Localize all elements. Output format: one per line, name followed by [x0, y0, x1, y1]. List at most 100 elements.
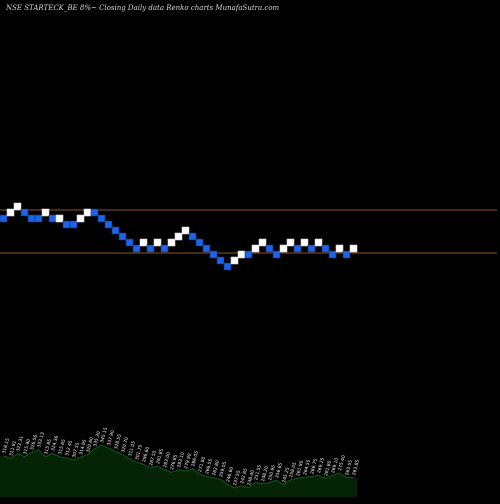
renko-brick-down — [146, 244, 155, 253]
renko-brick-down — [188, 232, 197, 241]
renko-brick-up — [349, 244, 358, 253]
volume-value-label: 266.55 — [204, 458, 214, 475]
volume-value-label: 256.85 — [274, 462, 284, 479]
volume-area-outline — [3, 444, 354, 489]
renko-brick-down — [209, 250, 218, 259]
volume-value-label: 323.31 — [15, 435, 25, 452]
volume-value-label: 264.55 — [302, 459, 312, 476]
volume-value-label: 259.05 — [218, 461, 228, 478]
renko-brick-down — [202, 244, 211, 253]
volume-value-label: 320.70 — [120, 436, 130, 453]
volume-value-label: 324.36 — [50, 435, 60, 452]
volume-value-label: 261.80 — [323, 460, 333, 477]
volume-value-label: 246.60 — [225, 466, 235, 483]
volume-value-label: 245.25 — [281, 467, 291, 484]
volume-value-label: 315.85 — [43, 438, 53, 455]
renko-brick-down — [293, 244, 302, 253]
renko-brick-down — [0, 214, 8, 223]
renko-brick-up — [174, 232, 183, 241]
renko-brick-down — [97, 214, 106, 223]
renko-brick-down — [328, 250, 337, 259]
volume-value-label: 261.95 — [295, 460, 305, 477]
renko-brick-down — [216, 256, 225, 265]
volume-value-label: 314.95 — [78, 439, 88, 456]
volume-value-label: 266.75 — [309, 458, 319, 475]
volume-value-label: 263.55 — [344, 459, 354, 476]
volume-value-label: 333.13 — [36, 431, 46, 448]
renko-brick-down — [111, 226, 120, 235]
volume-value-label: 283.00 — [162, 451, 172, 468]
renko-brick-down — [342, 250, 351, 259]
volume-value-label: 238.40 — [246, 469, 256, 486]
volume-value-label: 311.05 — [127, 440, 137, 457]
volume-value-label: 315.65 — [57, 438, 67, 455]
renko-brick-up — [279, 244, 288, 253]
renko-brick-up — [153, 238, 162, 247]
renko-brick-up — [286, 238, 295, 247]
renko-brick-up — [6, 208, 15, 217]
renko-brick-down — [244, 250, 253, 259]
volume-value-label: 326.56 — [29, 434, 39, 451]
volume-value-label: 269.25 — [316, 457, 326, 474]
volume-value-label: 262.80 — [211, 460, 221, 477]
volume-value-label: 248.20 — [260, 465, 270, 482]
volume-value-label: 315.90 — [22, 438, 32, 455]
reference-lines — [0, 209, 497, 254]
renko-brick-up — [300, 238, 309, 247]
renko-brick-down — [132, 244, 141, 253]
chart-header-title: NSE STARTECK_BE 8%~ Closing Daily data R… — [5, 4, 280, 12]
volume-value-label: 251.55 — [253, 464, 263, 481]
renko-brick-down — [69, 220, 78, 229]
renko-brick-up — [76, 214, 85, 223]
renko-brick-down — [272, 250, 281, 259]
renko-brick-down — [118, 232, 127, 241]
volume-value-label: 276.85 — [169, 454, 179, 471]
renko-brick-down — [307, 244, 316, 253]
volume-value-label: 301.75 — [134, 444, 144, 461]
renko-brick-up — [83, 208, 92, 217]
volume-value-label: 320.60 — [85, 436, 95, 453]
volume-value-label: 242.85 — [239, 468, 249, 485]
renko-brick-up — [55, 214, 64, 223]
renko-brick-down — [125, 238, 134, 247]
renko-brick-down — [20, 208, 29, 217]
volume-value-label: 291.85 — [155, 448, 165, 465]
volume-value-label: 286.05 — [190, 450, 200, 467]
volume-value-label: 269.10 — [330, 457, 340, 474]
renko-brick-down — [27, 214, 36, 223]
renko-brick-up — [167, 238, 176, 247]
volume-value-label: 287.55 — [148, 450, 158, 467]
volume-value-label: 283.10 — [176, 451, 186, 468]
volume-value-label: 307.55 — [71, 442, 81, 459]
volume-value-label: 296.60 — [141, 446, 151, 463]
renko-brick-down — [104, 220, 113, 229]
volume-labels: 318.15311.91323.31315.90326.56333.13315.… — [1, 427, 361, 487]
renko-brick-down — [62, 220, 71, 229]
volume-area-fill — [0, 445, 357, 497]
renko-brick-down — [48, 214, 57, 223]
renko-brick-up — [13, 202, 22, 211]
volume-value-label: 250.95 — [267, 464, 277, 481]
volume-value-label: 328.55 — [113, 433, 123, 450]
volume-value-label: 258.05 — [288, 461, 298, 478]
renko-brick-down — [34, 214, 43, 223]
renko-brick-up — [251, 244, 260, 253]
volume-value-label: 275.40 — [337, 454, 347, 471]
renko-brick-up — [41, 208, 50, 217]
volume-area — [0, 444, 357, 497]
volume-value-label: 271.80 — [197, 456, 207, 473]
renko-brick-down — [195, 238, 204, 247]
renko-brick-up — [335, 244, 344, 253]
renko-brick-up — [258, 238, 267, 247]
volume-value-label: 237.55 — [232, 470, 242, 487]
volume-value-label: 345.15 — [99, 427, 109, 444]
renko-brick-down — [265, 244, 274, 253]
renko-brick-down — [223, 262, 232, 271]
renko-brick-up — [181, 226, 190, 235]
renko-brick-up — [314, 238, 323, 247]
renko-brick-up — [237, 250, 246, 259]
renko-brick-up — [230, 256, 239, 265]
volume-value-label: 263.85 — [351, 459, 361, 476]
